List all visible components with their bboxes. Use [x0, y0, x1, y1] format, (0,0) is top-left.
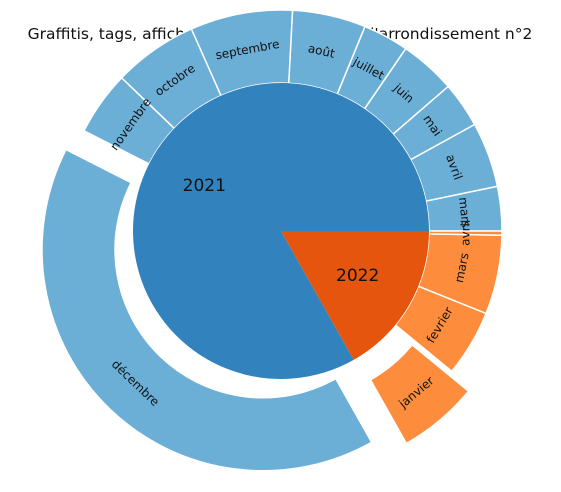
outer-wedge-2022-janvier: [369, 343, 470, 445]
inner-wedge-2021: [132, 83, 429, 380]
inner-label-2022: 2022: [336, 266, 379, 286]
inner-ring: [132, 83, 429, 380]
outer-label-2022-avril: avril: [458, 220, 472, 246]
inner-label-2021: 2021: [183, 176, 226, 196]
outer-wedge-2021-decembre: [41, 148, 373, 472]
outer-label-2021-aout: août: [307, 41, 337, 61]
outer-label-2022-mars: mars: [452, 252, 472, 284]
inner-wedge-2022: [281, 231, 429, 360]
outer-label-2021-mars: mars: [456, 196, 473, 228]
